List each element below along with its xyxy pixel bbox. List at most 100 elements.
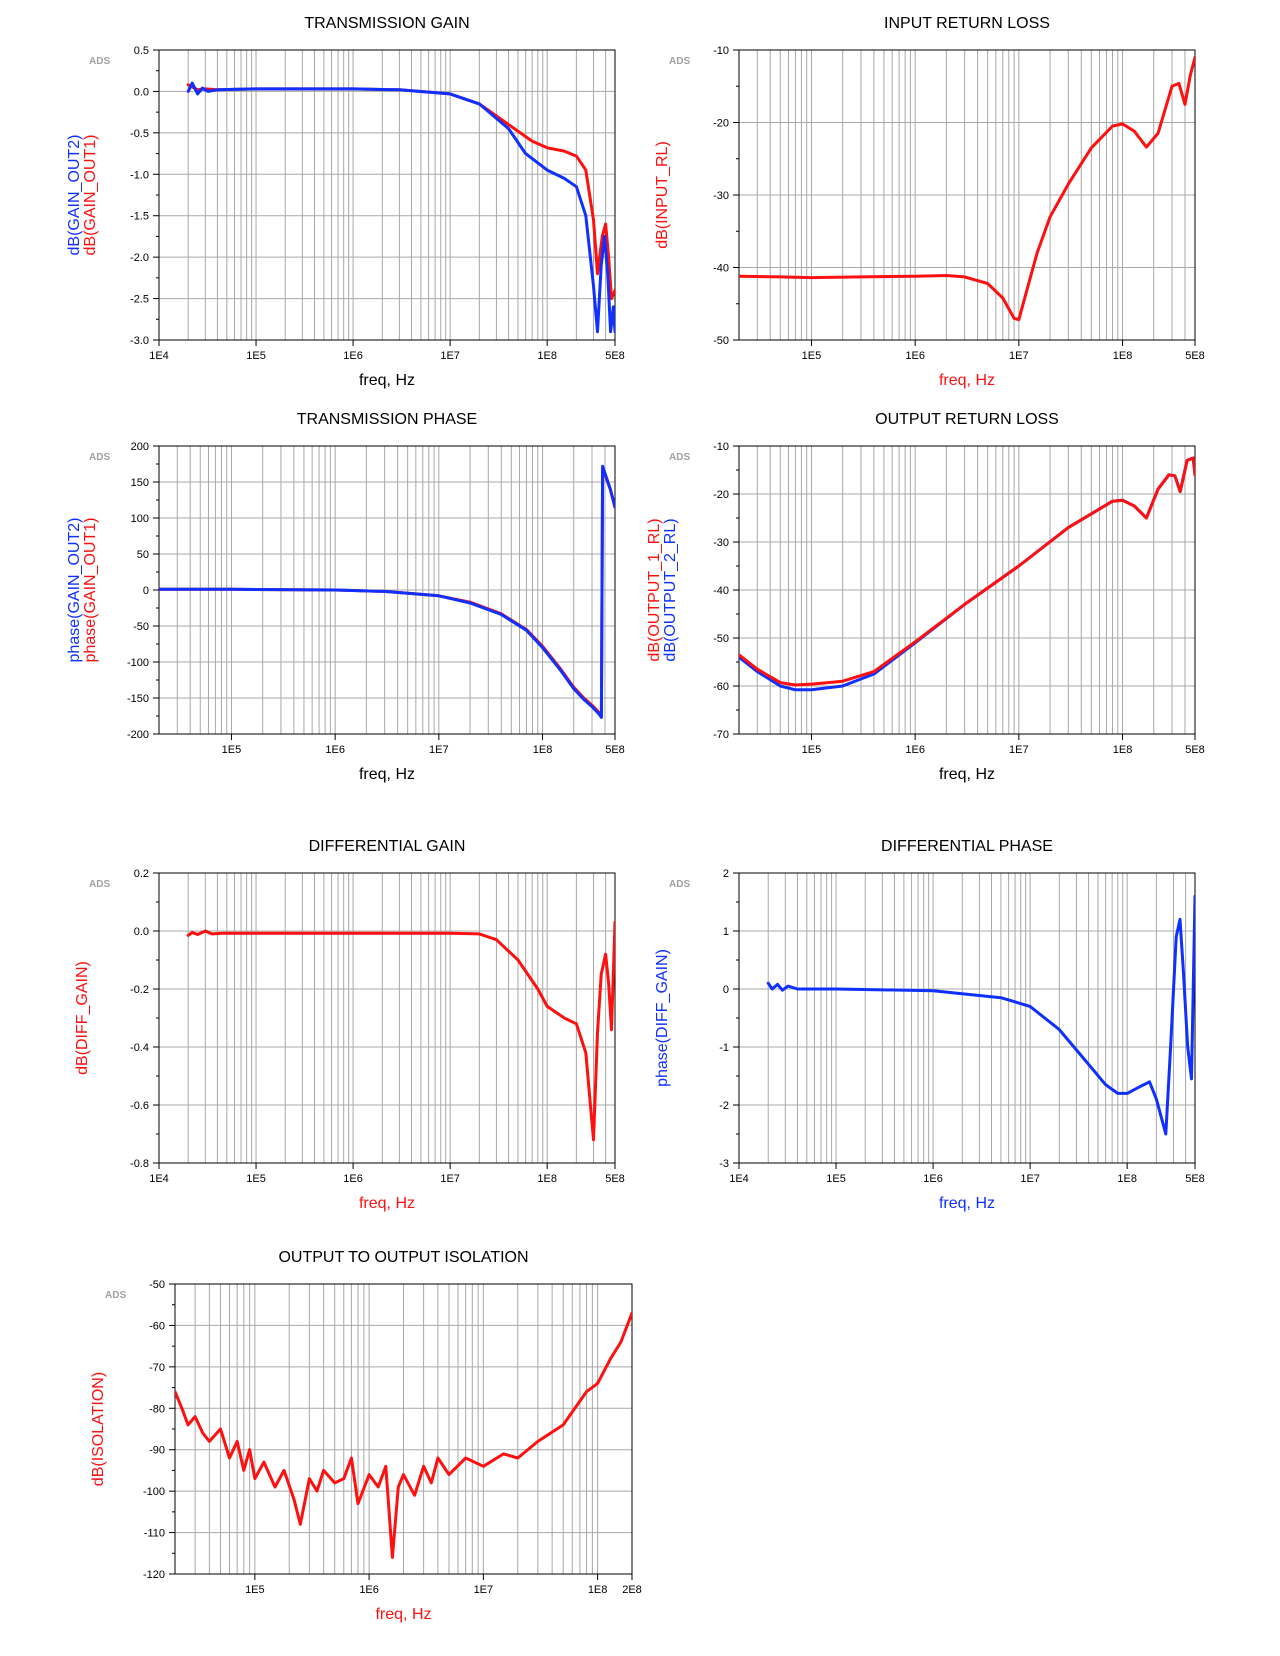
- x-tick-label: 1E5: [245, 1584, 265, 1596]
- y-tick-label: -60: [713, 681, 729, 693]
- ads-watermark: ADS: [669, 452, 690, 463]
- y-tick-label: -50: [149, 1279, 165, 1291]
- x-axis-label: freq, Hz: [375, 1606, 431, 1623]
- x-tick-label: 5E8: [1185, 1173, 1205, 1185]
- y-tick-label: -0.6: [130, 1100, 149, 1112]
- x-tick-label: 1E7: [440, 1173, 460, 1185]
- x-tick-label: 5E8: [1185, 350, 1205, 362]
- y-tick-label: -0.8: [130, 1158, 149, 1170]
- y-axis-label: dB(INPUT_RL): [654, 141, 671, 249]
- series-line-red: [175, 1311, 632, 1559]
- x-tick-label: 2E8: [622, 1584, 642, 1596]
- y-tick-label: 150: [131, 477, 149, 489]
- ads-watermark: ADS: [89, 879, 110, 890]
- chart-title: TRANSMISSION PHASE: [297, 411, 477, 428]
- x-tick-label: 1E7: [440, 350, 460, 362]
- y-tick-label: -30: [713, 190, 729, 202]
- x-tick-label: 5E8: [1185, 744, 1205, 756]
- series-line-red: [739, 456, 1195, 687]
- y-tick-label: -3: [719, 1158, 729, 1170]
- x-tick-label: 1E5: [222, 744, 242, 756]
- y-tick-label: -40: [713, 585, 729, 597]
- y-axis-label: phase(GAIN_OUT1): [82, 518, 99, 663]
- y-tick-label: 100: [131, 513, 149, 525]
- x-tick-label: 1E6: [325, 744, 345, 756]
- y-tick-label: -70: [149, 1362, 165, 1374]
- series-line-blue: [766, 894, 1195, 1136]
- x-axis-label: freq, Hz: [939, 372, 995, 389]
- x-tick-label: 1E4: [149, 1173, 169, 1185]
- y-axis-label: phase(GAIN_OUT2): [66, 518, 83, 663]
- series-line-blue: [739, 456, 1195, 692]
- chart-transmission-phase: 200 150 100 50 0 -50 -100 -150 -200 1E5 1E6 1E7 1E8 5…: [66, 411, 625, 783]
- series-line-red: [186, 83, 615, 301]
- y-axis-label: dB(OUTPUT_2_RL): [662, 518, 679, 661]
- series-line-blue: [186, 81, 615, 334]
- x-axis-label: freq, Hz: [359, 1195, 415, 1212]
- y-tick-label: -0.2: [130, 984, 149, 996]
- chart-input-return-loss: -10 -20 -30 -40 -50 1E5 1E6 1E7 1E8 5E8 INPUT RETU…: [654, 15, 1205, 389]
- x-tick-label: 1E7: [474, 1584, 494, 1596]
- y-tick-label: -50: [133, 621, 149, 633]
- ads-watermark: ADS: [669, 879, 690, 890]
- x-tick-label: 1E8: [533, 744, 553, 756]
- y-tick-label: -60: [149, 1320, 165, 1332]
- x-tick-label: 1E8: [537, 350, 557, 362]
- y-tick-label: -0.5: [130, 128, 149, 140]
- x-tick-label: 5E8: [605, 350, 625, 362]
- y-tick-label: -0.4: [130, 1042, 149, 1054]
- x-tick-label: 1E8: [1113, 350, 1133, 362]
- ads-watermark: ADS: [89, 56, 110, 67]
- series-line-red: [739, 55, 1195, 322]
- y-tick-label: -150: [127, 693, 149, 705]
- y-tick-label: -3.0: [130, 335, 149, 347]
- y-tick-label: -2.5: [130, 294, 149, 306]
- y-tick-label: 0: [723, 984, 729, 996]
- y-tick-label: -50: [713, 633, 729, 645]
- plot-frame: [158, 49, 616, 341]
- x-tick-label: 1E6: [359, 1584, 379, 1596]
- y-tick-label: -2.0: [130, 252, 149, 264]
- x-tick-label: 1E5: [246, 350, 266, 362]
- x-tick-label: 1E8: [588, 1584, 608, 1596]
- x-tick-label: 1E5: [802, 744, 822, 756]
- x-tick-label: 5E8: [605, 1173, 625, 1185]
- y-tick-label: -20: [713, 489, 729, 501]
- x-tick-label: 1E8: [1113, 744, 1133, 756]
- x-tick-label: 1E7: [429, 744, 449, 756]
- y-axis-label: dB(GAIN_OUT2): [66, 135, 83, 256]
- y-axis-label: dB(DIFF_GAIN): [74, 961, 91, 1075]
- y-axis-label: dB(OUTPUT_1_RL): [646, 518, 663, 661]
- chart-title: INPUT RETURN LOSS: [884, 15, 1050, 32]
- x-tick-label: 5E8: [605, 744, 625, 756]
- y-axis-label: dB(ISOLATION): [90, 1372, 107, 1486]
- x-tick-label: 1E6: [343, 1173, 363, 1185]
- x-tick-label: 1E6: [343, 350, 363, 362]
- x-tick-label: 1E7: [1009, 350, 1029, 362]
- y-tick-label: -70: [713, 729, 729, 741]
- y-tick-label: -120: [143, 1569, 165, 1581]
- chart-title: OUTPUT RETURN LOSS: [875, 411, 1059, 428]
- y-tick-label: 200: [131, 441, 149, 453]
- x-tick-label: 1E4: [729, 1173, 749, 1185]
- y-tick-label: -1.5: [130, 211, 149, 223]
- ads-watermark: ADS: [669, 56, 690, 67]
- y-tick-label: -30: [713, 537, 729, 549]
- x-tick-label: 1E6: [905, 744, 925, 756]
- x-tick-label: 1E7: [1020, 1173, 1040, 1185]
- y-tick-label: -100: [127, 657, 149, 669]
- y-tick-label: 0.2: [134, 868, 149, 880]
- plot-frame: [738, 872, 1196, 1164]
- x-tick-label: 1E6: [905, 350, 925, 362]
- chart-title: OUTPUT TO OUTPUT ISOLATION: [278, 1249, 528, 1266]
- series-line-blue: [159, 464, 615, 719]
- y-tick-label: -200: [127, 729, 149, 741]
- x-tick-label: 1E7: [1009, 744, 1029, 756]
- x-tick-label: 1E5: [826, 1173, 846, 1185]
- y-tick-label: 0.0: [134, 86, 149, 98]
- y-tick-label: 0: [143, 585, 149, 597]
